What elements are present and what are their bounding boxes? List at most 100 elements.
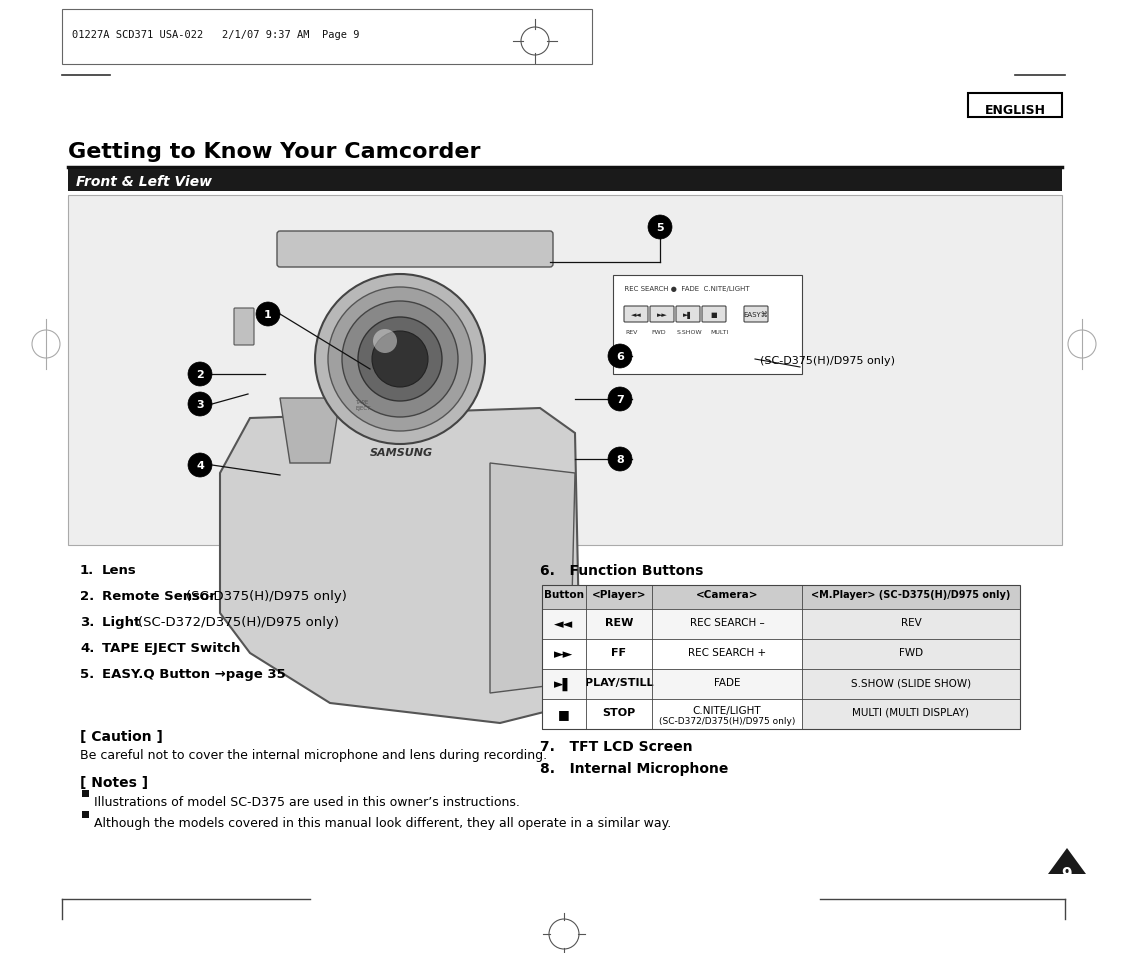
Text: REC SEARCH +: REC SEARCH + <box>688 647 766 658</box>
Text: ◄◄: ◄◄ <box>631 312 642 317</box>
Text: 3.: 3. <box>80 616 95 628</box>
Circle shape <box>256 303 280 327</box>
FancyBboxPatch shape <box>277 232 553 268</box>
Circle shape <box>188 363 212 387</box>
Circle shape <box>342 302 458 417</box>
Text: REW: REW <box>605 618 633 627</box>
Circle shape <box>373 330 397 354</box>
FancyBboxPatch shape <box>68 195 1061 545</box>
Text: (SC-D372/D375(H)/D975 only): (SC-D372/D375(H)/D975 only) <box>659 717 795 725</box>
FancyBboxPatch shape <box>62 10 592 65</box>
Text: (SC-D375(H)/D975 only): (SC-D375(H)/D975 only) <box>186 589 347 602</box>
Text: ◄◄: ◄◄ <box>554 618 574 630</box>
Text: [ Caution ]: [ Caution ] <box>80 729 162 743</box>
FancyBboxPatch shape <box>650 307 675 323</box>
Circle shape <box>608 448 632 472</box>
Text: Although the models covered in this manual look different, they all operate in a: Although the models covered in this manu… <box>94 816 671 829</box>
FancyBboxPatch shape <box>702 307 726 323</box>
Text: ►►: ►► <box>554 647 574 660</box>
Text: 1.: 1. <box>80 563 95 577</box>
Circle shape <box>188 454 212 477</box>
Circle shape <box>647 215 672 240</box>
Text: Getting to Know Your Camcorder: Getting to Know Your Camcorder <box>68 142 481 162</box>
Text: TAPE
EJECT: TAPE EJECT <box>355 399 370 411</box>
Text: 8: 8 <box>616 455 624 464</box>
Polygon shape <box>220 409 580 723</box>
Text: 8.   Internal Microphone: 8. Internal Microphone <box>540 761 729 775</box>
Text: 7.   TFT LCD Screen: 7. TFT LCD Screen <box>540 740 693 753</box>
Text: STOP: STOP <box>602 707 635 718</box>
Text: ►►: ►► <box>656 312 668 317</box>
FancyBboxPatch shape <box>744 307 768 323</box>
Text: 2.: 2. <box>80 589 95 602</box>
FancyBboxPatch shape <box>613 275 802 375</box>
Circle shape <box>328 288 472 432</box>
Text: TAPE EJECT Switch: TAPE EJECT Switch <box>102 641 240 655</box>
Text: C.NITE/LIGHT: C.NITE/LIGHT <box>693 705 761 716</box>
FancyBboxPatch shape <box>676 307 700 323</box>
Text: 01227A SCD371 USA-022   2/1/07 9:37 AM  Page 9: 01227A SCD371 USA-022 2/1/07 9:37 AM Pag… <box>72 30 360 40</box>
Text: 7: 7 <box>616 395 624 405</box>
Text: 4: 4 <box>196 460 204 471</box>
Text: Light: Light <box>102 616 144 628</box>
FancyBboxPatch shape <box>802 700 1020 729</box>
Text: ENGLISH: ENGLISH <box>985 104 1046 117</box>
Text: <Player>: <Player> <box>592 589 646 599</box>
FancyBboxPatch shape <box>802 669 1020 700</box>
FancyBboxPatch shape <box>968 94 1061 118</box>
Text: 3: 3 <box>196 399 204 410</box>
Text: <M.Player> (SC-D375(H)/D975 only): <M.Player> (SC-D375(H)/D975 only) <box>811 589 1011 599</box>
FancyBboxPatch shape <box>233 309 254 346</box>
FancyBboxPatch shape <box>624 307 647 323</box>
Text: 6: 6 <box>616 352 624 361</box>
Text: ■: ■ <box>558 707 570 720</box>
Text: 2: 2 <box>196 370 204 379</box>
Text: FWD: FWD <box>651 330 666 335</box>
Text: 9: 9 <box>1061 866 1073 882</box>
Circle shape <box>358 317 442 401</box>
Text: <Camera>: <Camera> <box>696 589 758 599</box>
Text: 1: 1 <box>264 310 272 319</box>
Text: Remote Sensor: Remote Sensor <box>102 589 220 602</box>
Text: (SC-D372/D375(H)/D975 only): (SC-D372/D375(H)/D975 only) <box>138 616 340 628</box>
Text: 5.: 5. <box>80 667 95 680</box>
Text: REV: REV <box>625 330 637 335</box>
Text: Button: Button <box>544 589 584 599</box>
FancyBboxPatch shape <box>541 669 1020 700</box>
Circle shape <box>608 345 632 369</box>
Text: Lens: Lens <box>102 563 136 577</box>
FancyBboxPatch shape <box>541 639 1020 669</box>
Text: FF: FF <box>611 647 626 658</box>
Polygon shape <box>280 398 340 463</box>
Text: S.SHOW (SLIDE SHOW): S.SHOW (SLIDE SHOW) <box>851 678 971 687</box>
Text: S.SHOW: S.SHOW <box>677 330 703 335</box>
Text: FADE: FADE <box>714 678 740 687</box>
Text: REV: REV <box>900 618 922 627</box>
FancyBboxPatch shape <box>82 790 89 797</box>
Circle shape <box>372 332 428 388</box>
Circle shape <box>188 393 212 416</box>
Text: PLAY/STILL: PLAY/STILL <box>584 678 653 687</box>
FancyBboxPatch shape <box>802 609 1020 639</box>
Text: SAMSUNG: SAMSUNG <box>370 448 433 457</box>
FancyBboxPatch shape <box>541 700 1020 729</box>
Text: ■: ■ <box>711 312 717 317</box>
Text: Illustrations of model SC-D375 are used in this owner’s instructions.: Illustrations of model SC-D375 are used … <box>94 795 520 808</box>
Text: EASY.Q Button →page 35: EASY.Q Button →page 35 <box>102 667 285 680</box>
Text: 6.   Function Buttons: 6. Function Buttons <box>540 563 704 578</box>
Text: 4.: 4. <box>80 641 95 655</box>
Text: EASY⌘: EASY⌘ <box>743 312 768 317</box>
Text: Front & Left View: Front & Left View <box>76 174 212 189</box>
Text: FWD: FWD <box>899 647 923 658</box>
Text: Be careful not to cover the internal microphone and lens during recording.: Be careful not to cover the internal mic… <box>80 748 547 761</box>
FancyBboxPatch shape <box>68 170 1061 192</box>
Text: (SC-D375(H)/D975 only): (SC-D375(H)/D975 only) <box>760 355 895 366</box>
Text: [ Notes ]: [ Notes ] <box>80 775 148 789</box>
FancyBboxPatch shape <box>541 609 1020 639</box>
Text: 5: 5 <box>656 223 663 233</box>
Circle shape <box>608 388 632 412</box>
Circle shape <box>315 274 485 444</box>
Text: REC SEARCH –: REC SEARCH – <box>689 618 765 627</box>
Text: ►▌: ►▌ <box>554 678 574 691</box>
Text: MULTI: MULTI <box>710 330 729 335</box>
